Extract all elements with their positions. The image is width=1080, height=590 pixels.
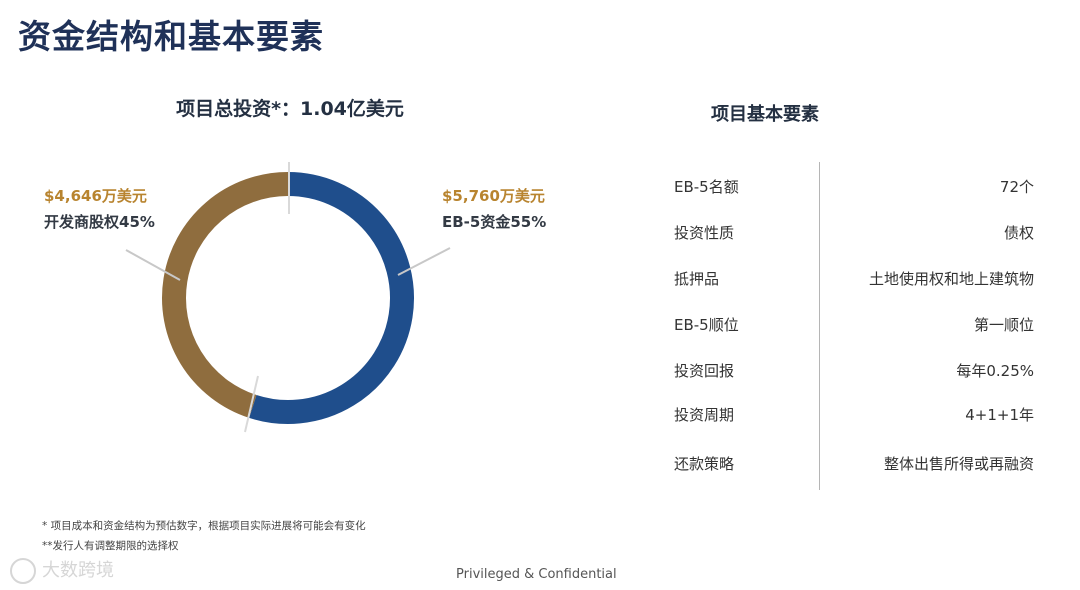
row-key: 投资性质 [674, 224, 735, 242]
row-key: 投资回报 [674, 362, 735, 380]
row-value: 每年0.25% [956, 362, 1034, 380]
callout-line-right [397, 247, 451, 276]
footnote-cost: * 项目成本和资金结构为预估数字，根据项目实际进展将可能会有变化 [42, 520, 366, 532]
chart-title: 项目总投资*：1.04亿美元 [176, 98, 404, 120]
watermark-logo-icon [10, 558, 36, 584]
page-title: 资金结构和基本要素 [18, 17, 324, 56]
watermark-text: 大数跨境 [42, 560, 114, 581]
row-value: 第一顺位 [973, 316, 1034, 334]
table-divider [819, 162, 820, 490]
table-row: 投资性质 债权 [670, 222, 1034, 248]
row-value: 土地使用权和地上建筑物 [868, 270, 1034, 288]
row-value: 整体出售所得或再融资 [883, 455, 1034, 473]
footer-confidential: Privileged & Confidential [456, 567, 617, 582]
watermark: 大数跨境 [10, 556, 114, 584]
slice-developer-equity [162, 172, 289, 418]
table-row: 投资周期 4+1+1年 [670, 404, 1034, 430]
slice-percent-label: 开发商股权45% [44, 213, 155, 231]
row-value: 债权 [1003, 224, 1034, 242]
row-key: 抵押品 [674, 270, 720, 288]
row-key: 投资周期 [674, 406, 735, 424]
slice-eb5-funds [249, 172, 414, 424]
slice-divider-bottom [244, 375, 259, 433]
slice-amount-label: $4,646万美元 [44, 187, 147, 205]
slice-amount-label: $5,760万美元 [442, 187, 545, 205]
donut-chart [125, 162, 451, 433]
callout-developer-equity: $4,646万美元 开发商股权45% [44, 183, 155, 235]
row-value: 72个 [999, 178, 1034, 196]
row-key: EB-5顺位 [674, 316, 739, 334]
row-key: 还款策略 [674, 455, 735, 473]
table-row: 投资回报 每年0.25% [670, 360, 1034, 386]
table-row: EB-5名额 72个 [670, 176, 1034, 202]
table-title: 项目基本要素 [711, 104, 819, 125]
table-row: 抵押品 土地使用权和地上建筑物 [670, 268, 1034, 294]
table-row: EB-5顺位 第一顺位 [670, 314, 1034, 340]
slice-percent-label: EB-5资金55% [442, 213, 547, 231]
row-key: EB-5名额 [674, 178, 739, 196]
row-value: 4+1+1年 [965, 406, 1034, 424]
callout-line-left [125, 249, 181, 281]
table-row: 还款策略 整体出售所得或再融资 [670, 453, 1034, 479]
callout-eb5-funds: $5,760万美元 EB-5资金55% [442, 183, 546, 235]
footnote-issuer: **发行人有调整期限的选择权 [42, 540, 179, 552]
